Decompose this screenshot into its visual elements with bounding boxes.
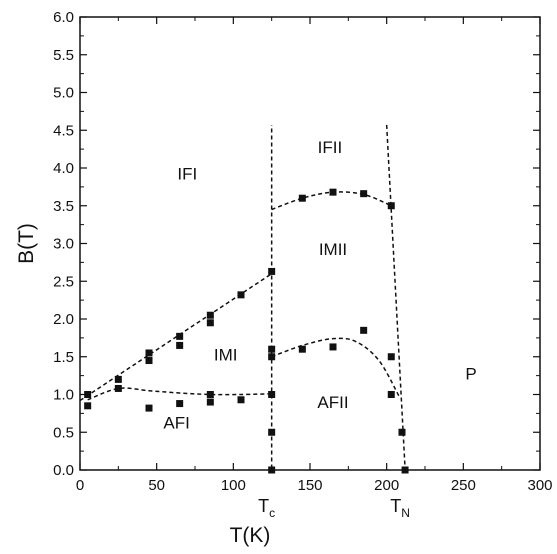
data-point — [145, 357, 153, 365]
data-point — [176, 400, 184, 408]
y-tick-label: 0.5 — [53, 424, 74, 441]
data-point — [268, 353, 276, 361]
data-point — [329, 188, 337, 196]
data-point — [206, 319, 214, 327]
marker-subscript-text: c — [269, 506, 275, 520]
phase-boundary-line — [385, 124, 406, 469]
data-point — [268, 345, 276, 353]
x-tick-label: 0 — [76, 477, 84, 494]
data-point — [114, 384, 122, 392]
data-point — [268, 391, 276, 398]
region-label: P — [465, 364, 476, 383]
temperature-marker-label: TN — [390, 496, 410, 520]
data-point — [206, 391, 214, 398]
data-point — [268, 267, 276, 275]
data-point — [298, 194, 306, 202]
data-point — [84, 402, 92, 410]
data-point — [206, 398, 214, 406]
x-tick-label: 250 — [451, 477, 476, 494]
data-point — [360, 326, 368, 334]
data-point — [237, 291, 245, 299]
plot-frame — [79, 16, 541, 471]
y-axis-title: B(T) — [15, 223, 38, 264]
region-label: IFII — [318, 138, 343, 157]
region-label: AFI — [163, 413, 189, 432]
data-points — [84, 188, 409, 474]
data-point — [387, 391, 395, 398]
y-tick-label: 1.0 — [53, 387, 74, 404]
x-tick-label: 150 — [297, 477, 322, 494]
y-tick-label: 2.5 — [53, 273, 74, 290]
data-point — [268, 428, 276, 436]
data-point — [237, 396, 245, 404]
data-point — [114, 375, 122, 383]
y-tick-label: 2.0 — [53, 311, 74, 328]
marker-main-text: T — [390, 496, 401, 516]
data-point — [145, 349, 153, 357]
x-tick-label: 50 — [148, 477, 165, 494]
data-point — [329, 343, 337, 351]
y-tick-label: 4.5 — [53, 122, 74, 139]
data-point — [145, 404, 153, 412]
region-label: AFII — [317, 393, 348, 412]
y-tick-label: 4.0 — [53, 160, 74, 177]
temperature-marker-label: Tc — [258, 496, 275, 520]
y-tick-label: 3.0 — [53, 236, 74, 253]
data-point — [298, 345, 306, 353]
y-tick-label: 3.5 — [53, 198, 74, 215]
x-tick-label: 100 — [221, 477, 246, 494]
data-point — [84, 391, 92, 398]
phase-boundary-line — [87, 387, 272, 401]
marker-main-text: T — [258, 496, 269, 516]
data-point — [176, 332, 184, 340]
data-point — [387, 202, 395, 210]
y-tick-label: 1.5 — [53, 349, 74, 366]
region-label: IMI — [214, 346, 238, 365]
region-label: IFI — [177, 164, 197, 183]
marker-subscript-text: N — [401, 506, 410, 520]
x-axis-title: T(K) — [230, 524, 271, 547]
data-point — [176, 341, 184, 349]
y-tick-label: 5.0 — [53, 85, 74, 102]
temperature-markers: Tc TN — [258, 496, 410, 520]
y-tick-label: 5.5 — [53, 47, 74, 64]
data-point — [398, 428, 406, 436]
x-tick-label: 300 — [527, 477, 552, 494]
region-label: IMII — [319, 240, 347, 259]
x-axis-ticks: 0 50 100 150 200 250 300 — [76, 17, 553, 494]
y-tick-label: 6.0 — [53, 9, 74, 26]
data-point — [360, 190, 368, 198]
data-point — [387, 353, 395, 361]
y-axis-ticks: 0.0 0.5 1.0 1.5 2.0 2.5 3.0 3.5 4.0 4.5 5.0 5.5 6.0 — [53, 9, 540, 479]
data-point — [206, 311, 214, 319]
region-labels: IFI IFII IMII IMI AFII AFI P — [163, 138, 476, 433]
y-tick-label: 0.0 — [53, 462, 74, 479]
x-tick-label: 200 — [374, 477, 399, 494]
